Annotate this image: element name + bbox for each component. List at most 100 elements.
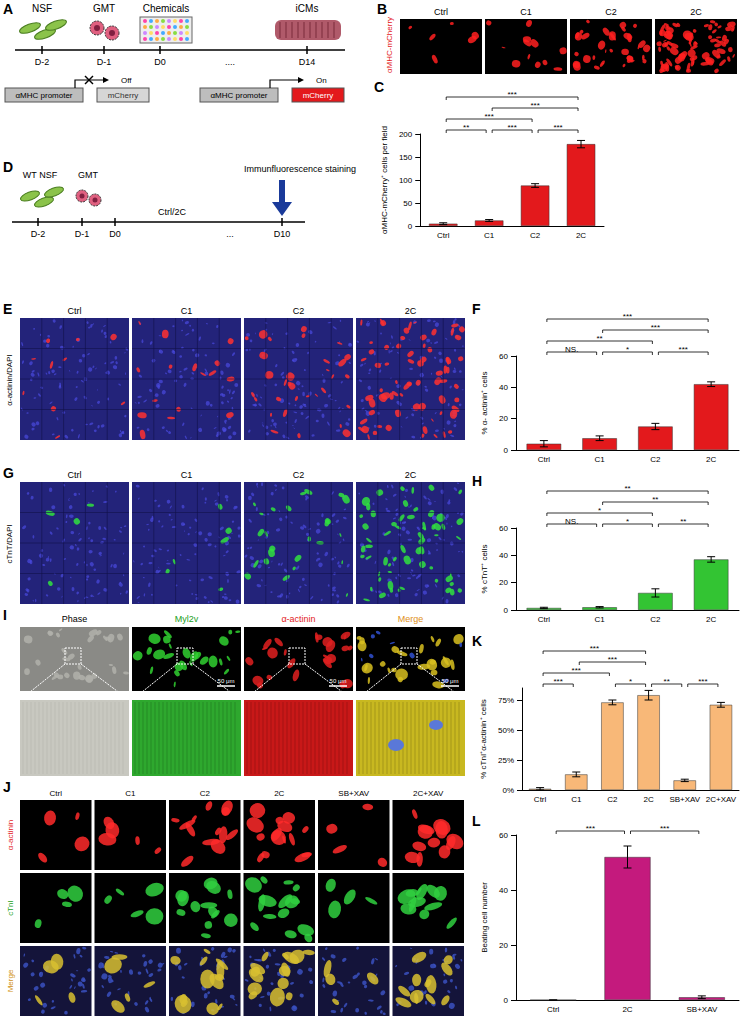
svg-text:**: ** <box>664 677 670 686</box>
svg-text:50 μm: 50 μm <box>330 678 347 684</box>
svg-text:GMT: GMT <box>93 3 115 14</box>
svg-text:0%: 0% <box>502 786 514 795</box>
svg-text:D-1: D-1 <box>97 57 112 67</box>
svg-text:I: I <box>3 607 7 623</box>
svg-text:F: F <box>472 301 481 317</box>
svg-text:40: 40 <box>499 383 508 392</box>
svg-text:75%: 75% <box>498 696 514 705</box>
svg-text:D: D <box>3 159 13 175</box>
svg-text:NS.: NS. <box>565 345 578 354</box>
svg-text:D0: D0 <box>154 57 166 67</box>
svg-text:40: 40 <box>499 551 508 560</box>
svg-text:0: 0 <box>504 446 509 455</box>
svg-text:On: On <box>316 76 327 85</box>
svg-text:C1: C1 <box>181 470 193 480</box>
svg-text:C1: C1 <box>181 306 193 316</box>
svg-text:***: *** <box>484 112 493 121</box>
svg-text:2C: 2C <box>622 1005 632 1014</box>
svg-text:Ctrl: Ctrl <box>434 7 448 17</box>
svg-text:C1: C1 <box>595 455 606 464</box>
svg-text:25%: 25% <box>498 756 514 765</box>
svg-text:α-actinin: α-actinin <box>281 614 315 624</box>
svg-text:SB+XAV: SB+XAV <box>686 1005 717 1014</box>
svg-text:...: ... <box>226 229 234 239</box>
svg-text:***: *** <box>623 312 632 321</box>
svg-text:*: * <box>626 517 629 526</box>
svg-text:C2: C2 <box>293 470 305 480</box>
svg-text:50%: 50% <box>498 726 514 735</box>
svg-text:Phase: Phase <box>62 614 88 624</box>
svg-text:2C: 2C <box>405 306 417 316</box>
svg-text:Ctrl: Ctrl <box>547 1005 560 1014</box>
svg-text:αMHC-mCherry: αMHC-mCherry <box>385 17 394 73</box>
svg-text:L: L <box>472 813 481 829</box>
svg-text:50 μm: 50 μm <box>442 678 459 684</box>
svg-text:2C: 2C <box>690 7 702 17</box>
svg-text:% cTnI⁺α-actinin⁺ cells: % cTnI⁺α-actinin⁺ cells <box>479 699 488 779</box>
svg-text:60: 60 <box>499 352 508 361</box>
svg-text:D-2: D-2 <box>31 229 46 239</box>
svg-text:**: ** <box>680 517 686 526</box>
svg-text:***: *** <box>679 345 688 354</box>
svg-text:2C: 2C <box>643 795 653 804</box>
svg-text:***: *** <box>507 90 516 99</box>
svg-text:**: ** <box>463 123 469 132</box>
svg-text:NSF: NSF <box>32 3 52 14</box>
svg-text:Merge: Merge <box>6 969 15 992</box>
svg-text:C2: C2 <box>650 455 661 464</box>
svg-text:2C: 2C <box>706 455 716 464</box>
svg-text:2C: 2C <box>274 789 284 798</box>
svg-text:αMHC-mCherry⁺ cells per field: αMHC-mCherry⁺ cells per field <box>380 126 389 234</box>
svg-text:NS.: NS. <box>565 517 578 526</box>
svg-text:% cTnT⁺ cells: % cTnT⁺ cells <box>480 545 489 594</box>
svg-text:Ctrl: Ctrl <box>437 231 450 240</box>
svg-text:200: 200 <box>399 130 413 139</box>
svg-text:Chemicals: Chemicals <box>143 3 190 14</box>
svg-text:2C: 2C <box>576 231 586 240</box>
svg-text:**: ** <box>597 334 603 343</box>
svg-text:60: 60 <box>499 831 508 840</box>
svg-text:Beating cell number: Beating cell number <box>480 882 489 953</box>
svg-text:***: *** <box>553 123 562 132</box>
svg-text:G: G <box>3 465 14 481</box>
svg-text:C2: C2 <box>605 7 617 17</box>
svg-text:Ctrl: Ctrl <box>538 455 551 464</box>
svg-text:iCMs: iCMs <box>296 3 319 14</box>
svg-text:H: H <box>472 473 482 489</box>
svg-text:C2: C2 <box>650 615 661 624</box>
svg-text:Off: Off <box>121 76 132 85</box>
svg-text:50 μm: 50 μm <box>218 678 235 684</box>
svg-text:Myl2v: Myl2v <box>175 614 199 624</box>
svg-text:A: A <box>3 1 13 17</box>
svg-text:***: *** <box>698 677 707 686</box>
svg-text:20: 20 <box>499 578 508 587</box>
svg-text:150: 150 <box>399 153 413 162</box>
svg-text:***: *** <box>507 123 516 132</box>
svg-text:α-actinin: α-actinin <box>6 820 15 850</box>
svg-text:***: *** <box>586 824 595 833</box>
svg-text:Ctrl: Ctrl <box>534 795 547 804</box>
svg-text:0: 0 <box>504 606 509 615</box>
svg-text:*: * <box>629 677 632 686</box>
svg-text:C1: C1 <box>520 7 532 17</box>
svg-text:***: *** <box>660 824 669 833</box>
svg-text:*: * <box>598 506 601 515</box>
svg-text:C2: C2 <box>293 306 305 316</box>
svg-text:100: 100 <box>399 176 413 185</box>
svg-text:cTnT/DAPI: cTnT/DAPI <box>5 524 14 563</box>
svg-text:C1: C1 <box>571 795 582 804</box>
svg-text:C2: C2 <box>200 789 211 798</box>
svg-text:Immunfluorescence staining: Immunfluorescence staining <box>244 164 356 174</box>
svg-text:Ctrl: Ctrl <box>50 789 63 798</box>
svg-text:Ctrl: Ctrl <box>538 615 551 624</box>
svg-text:....: .... <box>225 57 235 67</box>
svg-text:J: J <box>3 779 11 795</box>
svg-text:mCherry: mCherry <box>303 91 334 100</box>
svg-text:60: 60 <box>499 524 508 533</box>
svg-text:***: *** <box>608 655 617 664</box>
svg-text:**: ** <box>624 484 630 493</box>
svg-text:***: *** <box>553 677 562 686</box>
svg-text:GMT: GMT <box>78 170 98 180</box>
svg-text:K: K <box>472 633 482 649</box>
svg-text:**: ** <box>652 495 658 504</box>
